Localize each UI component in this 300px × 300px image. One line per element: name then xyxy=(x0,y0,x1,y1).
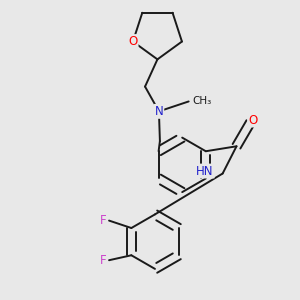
Text: HN: HN xyxy=(196,165,214,178)
Text: O: O xyxy=(128,35,138,48)
Text: F: F xyxy=(100,254,106,267)
Text: CH₃: CH₃ xyxy=(193,97,212,106)
Text: N: N xyxy=(154,105,163,118)
Text: O: O xyxy=(248,113,257,127)
Text: F: F xyxy=(100,214,106,227)
